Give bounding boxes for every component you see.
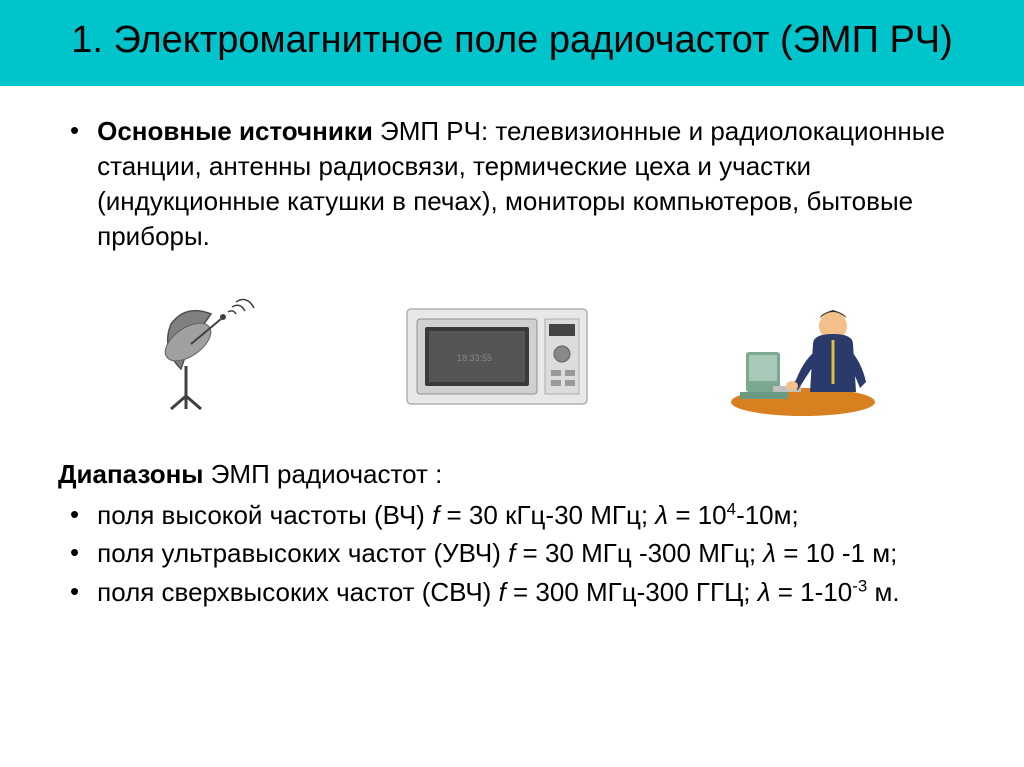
slide-content: • Основные источники ЭМП РЧ: телевизионн… <box>0 86 1024 633</box>
range-text: поля ультравысоких частот (УВЧ) f = 30 М… <box>97 536 897 570</box>
bullet-icon: • <box>70 575 79 609</box>
intro-text: Основные источники ЭМП РЧ: телевизионные… <box>97 114 974 254</box>
ranges-list: • поля высокой частоты (ВЧ) f = 30 кГц-30… <box>50 498 974 609</box>
bullet-icon: • <box>70 536 79 570</box>
slide-header: 1. Электромагнитное поле радиочастот (ЭМ… <box>0 0 1024 86</box>
intro-bold: Основные источники <box>97 116 373 146</box>
ranges-title: Диапазоны ЭМП радиочастот : <box>58 459 974 490</box>
microwave-icon: 18:33:55 <box>387 284 607 424</box>
slide-title: 1. Электромагнитное поле радиочастот (ЭМ… <box>20 18 1004 64</box>
range-text: поля сверхвысоких частот (СВЧ) f = 300 М… <box>97 575 899 609</box>
intro-bullet: • Основные источники ЭМП РЧ: телевизионн… <box>70 114 974 254</box>
range-item: • поля высокой частоты (ВЧ) f = 30 кГц-30… <box>70 498 974 532</box>
bullet-icon: • <box>70 114 79 148</box>
svg-text:18:33:55: 18:33:55 <box>457 353 492 363</box>
ranges-title-bold: Диапазоны <box>58 459 204 489</box>
bullet-icon: • <box>70 498 79 532</box>
intro-section: • Основные источники ЭМП РЧ: телевизионн… <box>50 114 974 254</box>
ranges-title-rest: ЭМП радиочастот : <box>204 459 443 489</box>
range-item: • поля сверхвысоких частот (СВЧ) f = 300 … <box>70 575 974 609</box>
range-text: поля высокой частоты (ВЧ) f = 30 кГц-30 … <box>97 498 799 532</box>
person-at-computer-icon <box>718 284 888 424</box>
range-item: • поля ультравысоких частот (УВЧ) f = 30 … <box>70 536 974 570</box>
satellite-dish-icon <box>136 284 276 424</box>
images-row: 18:33:55 <box>80 279 944 429</box>
